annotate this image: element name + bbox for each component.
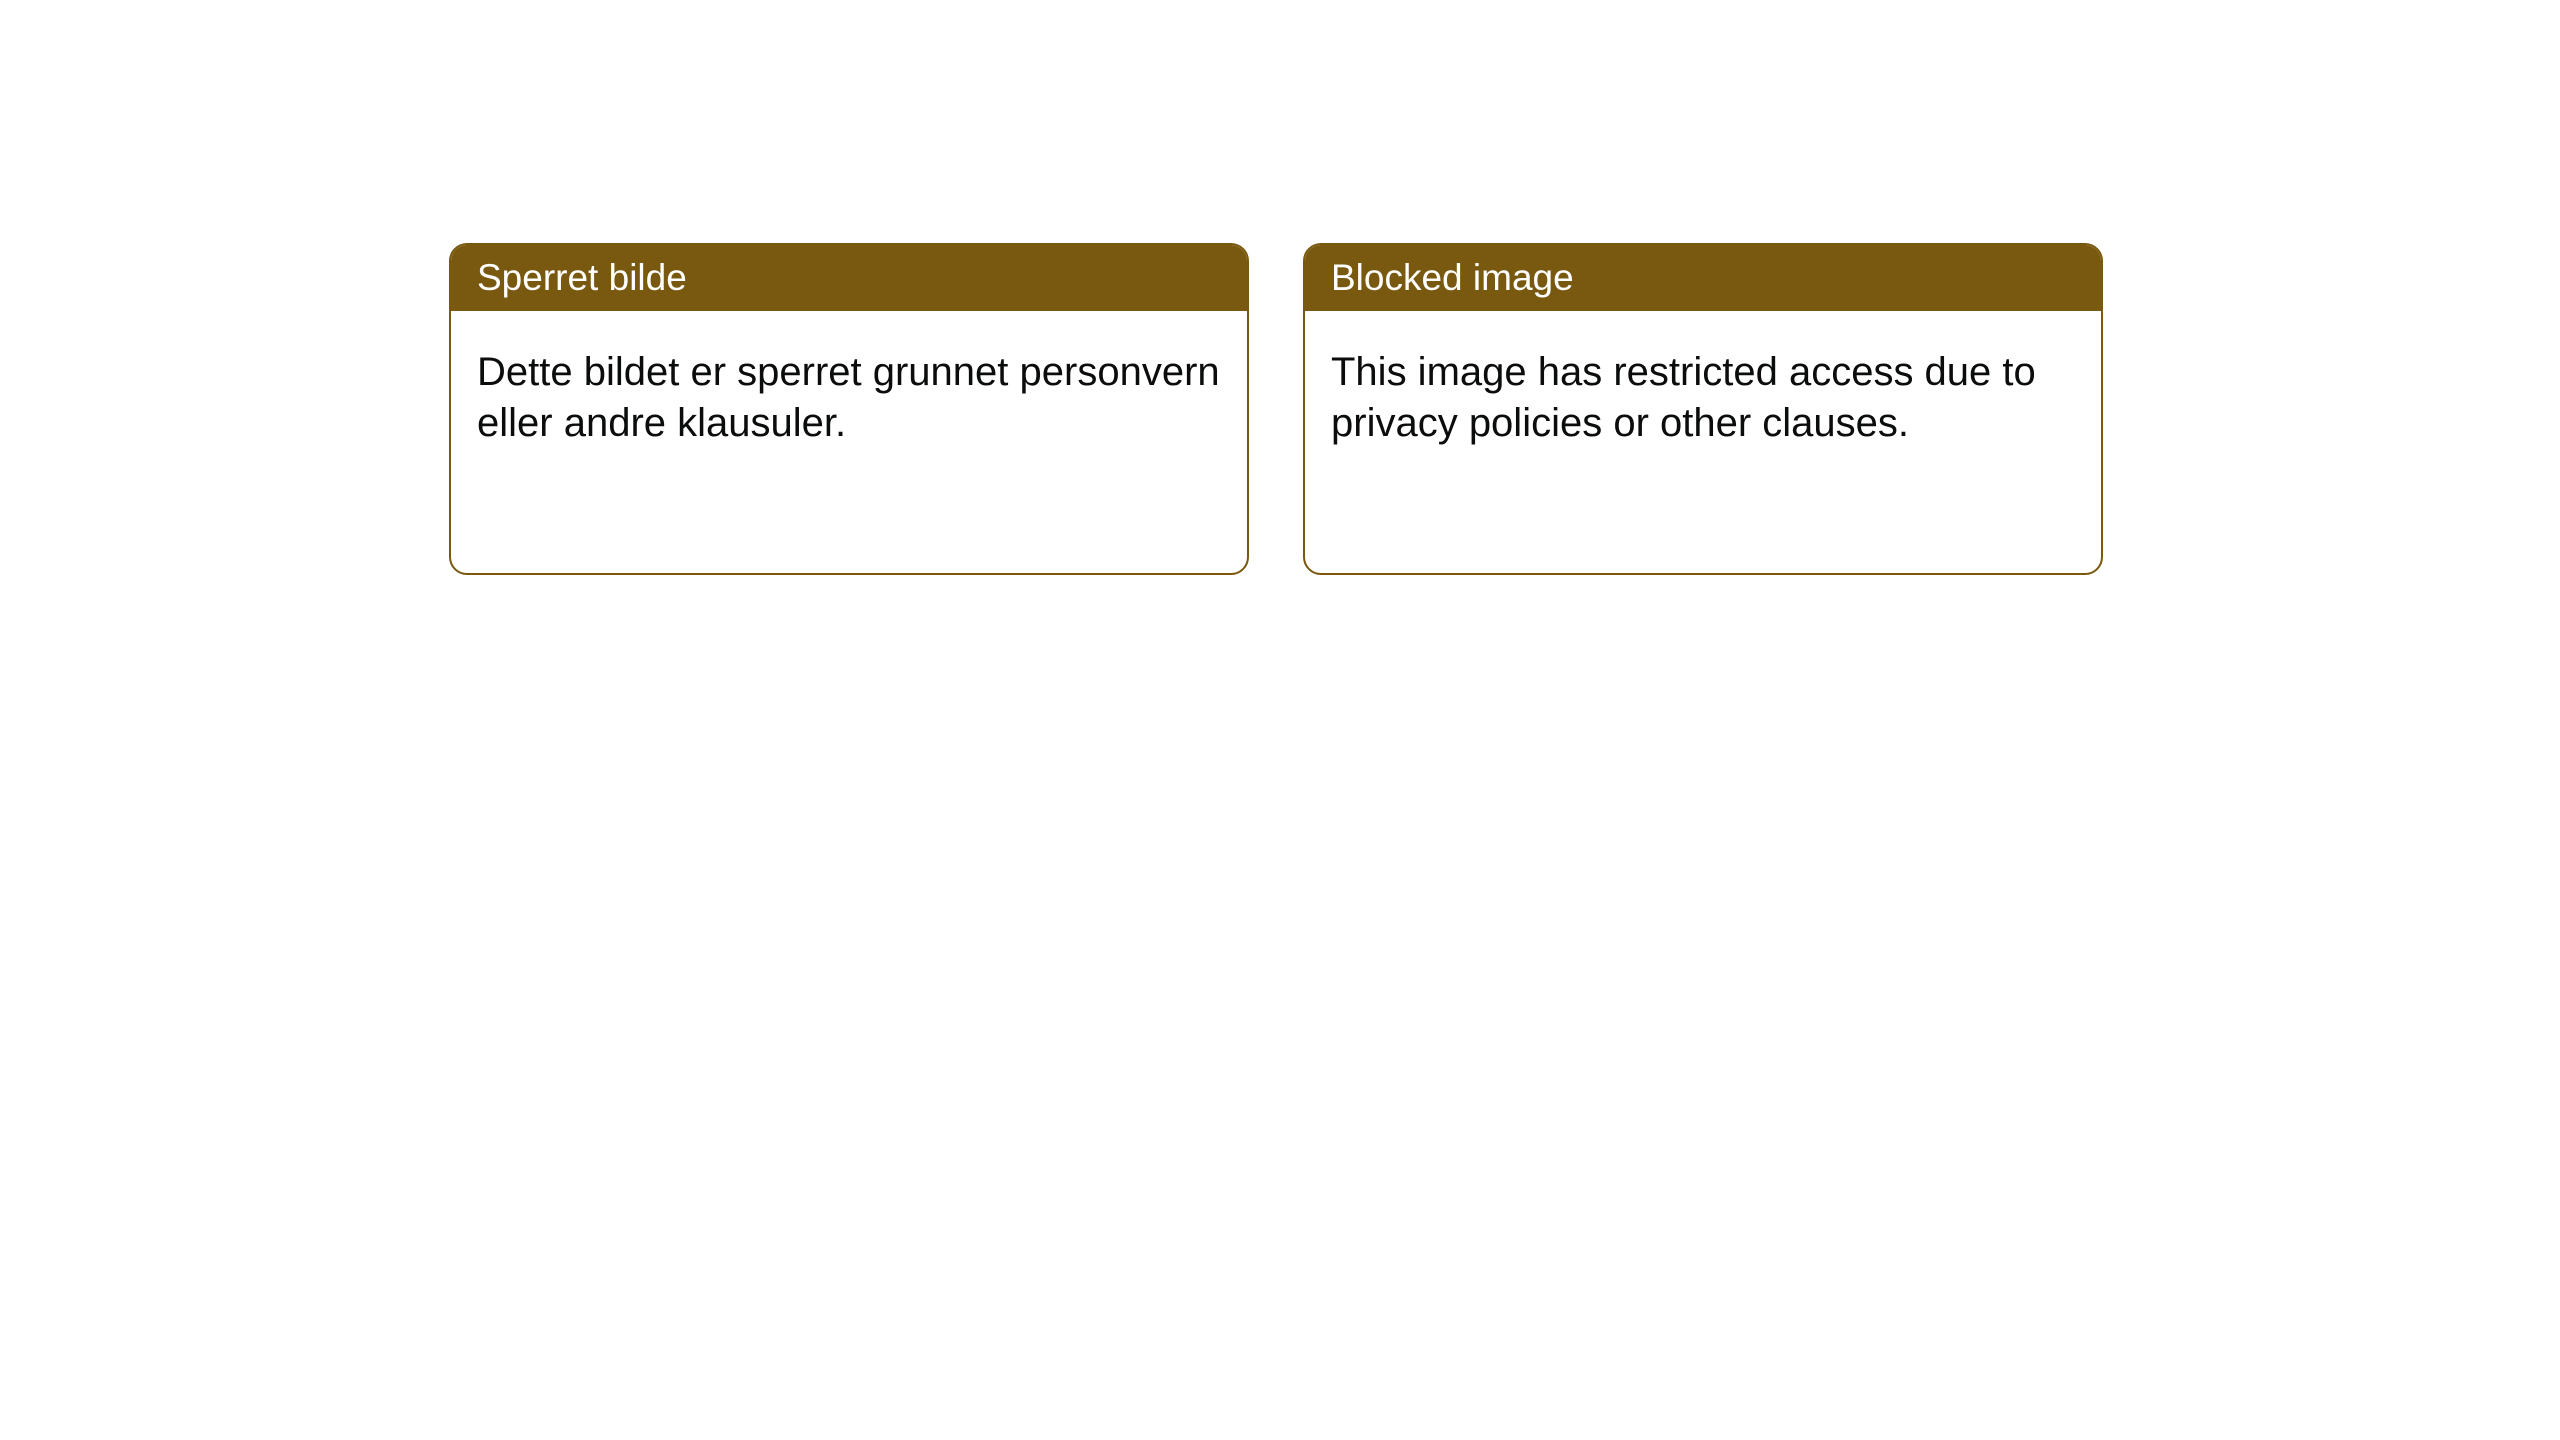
notice-body-norwegian: Dette bildet er sperret grunnet personve…	[451, 311, 1247, 485]
notice-text: This image has restricted access due to …	[1331, 350, 2036, 445]
notice-title: Blocked image	[1331, 257, 1574, 298]
notice-header-english: Blocked image	[1305, 245, 2101, 311]
notice-body-english: This image has restricted access due to …	[1305, 311, 2101, 485]
notice-box-english: Blocked image This image has restricted …	[1303, 243, 2103, 575]
notice-box-norwegian: Sperret bilde Dette bildet er sperret gr…	[449, 243, 1249, 575]
notice-container: Sperret bilde Dette bildet er sperret gr…	[449, 243, 2103, 575]
notice-title: Sperret bilde	[477, 257, 687, 298]
notice-header-norwegian: Sperret bilde	[451, 245, 1247, 311]
notice-text: Dette bildet er sperret grunnet personve…	[477, 350, 1220, 445]
